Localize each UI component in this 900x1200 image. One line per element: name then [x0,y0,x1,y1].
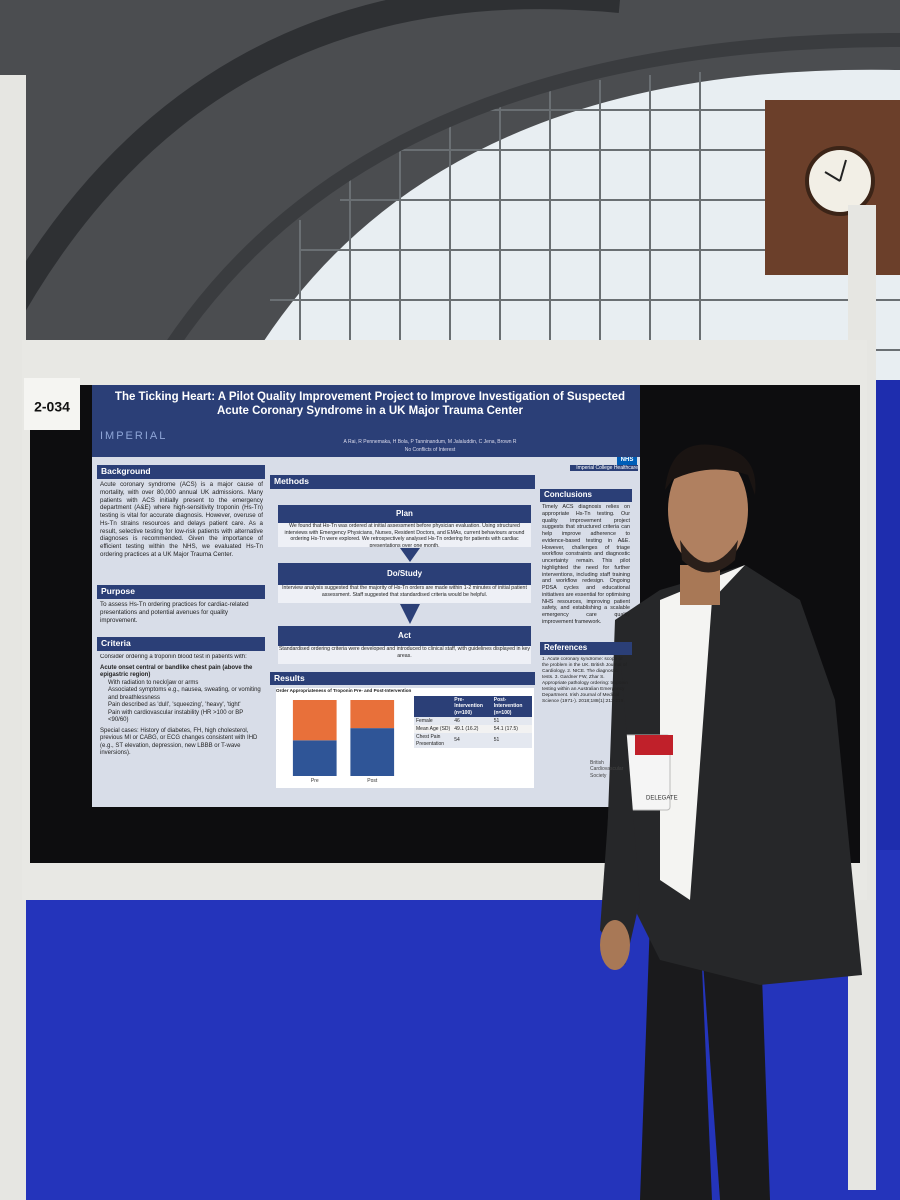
bar-segment [350,728,395,776]
step-heading: Do/Study [278,563,531,585]
poster-authors: A Rai, R Pennemaka, H Bola, P Tanninandu… [343,439,517,445]
table-cell: 49.1 (16.2) [454,726,479,732]
step-text: Standardised ordering criteria were deve… [278,646,531,664]
table-cell: Chest Pain Presentation [416,734,445,747]
results-chart: Pre Post [292,700,395,784]
criteria-item: Pain described as 'dull', 'squeezing', '… [108,702,263,710]
results-table: Pre-Intervention (n=100) Post-Interventi… [414,696,532,748]
section-text: 1. Acute coronary syndrome: scope of the… [542,657,628,704]
bar-segment [292,700,337,741]
criteria-special: Special cases: History of diabetes, FH, … [100,727,258,757]
section-heading: Background [97,465,265,479]
board-number: 2-034 [34,399,70,415]
partner: Imperial College Healthcare [570,465,638,472]
clock-hand [824,171,841,182]
poster-header [92,385,640,457]
criteria-intro: Consider ordering a troponin blood test … [100,654,247,660]
table-cell [414,696,452,717]
criteria-list: With radiation to neck/jaw or arms Assoc… [100,680,263,725]
table-cell: Female [416,717,433,724]
window [240,69,900,380]
person [600,444,862,1200]
section-heading: Conclusions [540,489,632,502]
section-heading: References [540,642,632,655]
clock-hand [839,159,847,182]
society: British Cardiovascular Society [590,760,624,779]
board-post [0,75,26,1200]
nhs-badge: NHS [617,457,637,465]
step-heading: Act [278,626,531,646]
chart-title: Order Appropriateness of Troponin Pre- a… [276,688,412,693]
section-text: Acute coronary syndrome (ACS) is a major… [100,481,263,558]
results-panel: Order Appropriateness of Troponin Pre- a… [276,688,534,788]
step-heading: Plan [278,505,531,523]
section-text: To assess Hs-Tn ordering practices for c… [100,601,249,624]
arch [143,33,900,384]
step-text: Interview analysis suggested that the ma… [278,585,531,603]
table-header: Pre-Intervention (n=100) [454,697,483,716]
criteria-item: Associated symptoms e.g., nausea, sweati… [108,687,263,702]
table-cell: 51 [493,717,500,724]
section-heading: Methods [270,475,535,489]
section-text: Timely ACS diagnosis relies on appropria… [542,504,630,625]
criteria-main: Acute onset central or bandlike chest pa… [100,664,253,679]
criteria-item: With radiation to neck/jaw or arms [108,680,263,688]
bar-segment [350,700,395,729]
bar-segment [292,740,337,776]
badge-label: DELEGATE [646,796,678,802]
arch [0,0,620,337]
table-cell: 54.1 (17.5) [493,726,518,732]
criteria-item: Pain with cardiovascular instability (HR… [108,710,263,725]
table-cell: Mean Age (SD) [416,726,451,732]
criteria: Consider ordering a troponin blood test … [100,654,263,804]
table-row: Mean Age (SD) 49.1 (16.2) 54.1 (17.5) [414,725,532,734]
table-cell: 54 [454,737,460,744]
board-label [24,378,80,430]
table-header: Post-Intervention (n=100) [493,697,523,716]
poster-title: The Ticking Heart: A Pilot Quality Impro… [114,391,626,418]
poster-logo: IMPERIAL [100,430,168,442]
x-tick-label: Pre [311,778,319,784]
section-heading: Criteria [97,637,265,651]
table-row: Chest Pain Presentation 54 51 [414,733,532,748]
table-cell: 51 [493,737,500,744]
section-heading: Results [270,672,535,685]
poster-disclosure: No Conflicts of Interest [404,447,456,453]
table-row: Female 46 51 [414,716,532,725]
x-tick-label: Post [367,778,378,784]
step-text: We found that Hs-Tn was ordered at initi… [278,523,531,547]
section-heading: Purpose [97,585,265,599]
table-cell: 46 [454,717,460,724]
